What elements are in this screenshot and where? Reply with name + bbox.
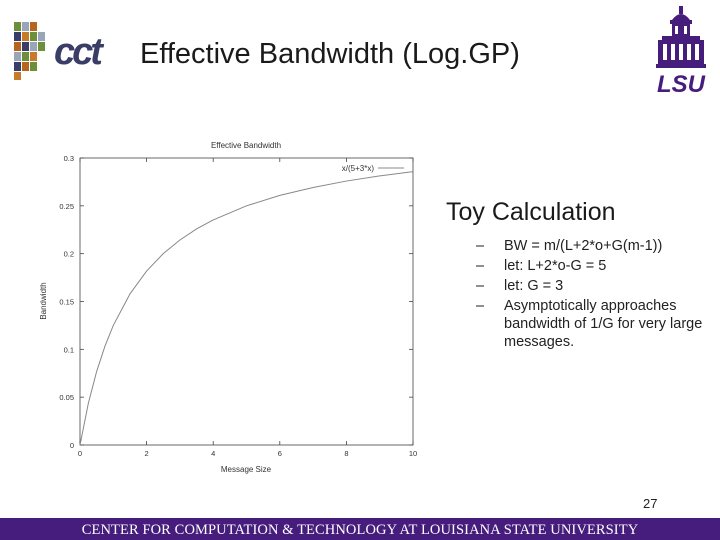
bullets-heading: Toy Calculation <box>446 198 616 226</box>
bullet-dash: – <box>476 238 485 254</box>
legend-label: x/(5+3*x) <box>342 164 375 173</box>
plot-frame <box>79 157 414 446</box>
bullet-text: BW = m/(L+2*o+G(m-1)) <box>504 238 663 254</box>
slide-title: Effective Bandwidth (Log.GP) <box>140 38 520 70</box>
bullet-list: – BW = m/(L+2*o+G(m-1)) – let: L+2*o-G = 5… <box>446 237 716 351</box>
toy-calculation-panel: Toy Calculation – BW = m/(L+2*o+G(m-1)) –… <box>446 198 716 353</box>
bullet-text: Asymptotically approaches bandwidth of 1… <box>504 298 703 350</box>
x-tick-label: 6 <box>278 449 282 458</box>
x-tick-label: 10 <box>409 449 417 458</box>
cct-logo-mosaic <box>14 22 45 80</box>
series-line <box>79 171 414 446</box>
bullet-item: – Asymptotically approaches bandwidth of … <box>476 297 716 351</box>
bullet-item: – BW = m/(L+2*o+G(m-1)) <box>476 237 716 255</box>
y-tick-label: 0.2 <box>64 250 74 259</box>
y-tick-label: 0.1 <box>64 345 74 354</box>
x-axis-label: Message Size <box>221 465 272 474</box>
bullet-text: let: L+2*o-G = 5 <box>504 258 607 274</box>
bullet-dash: – <box>476 258 485 274</box>
lsu-logo-text: LSU <box>657 71 706 94</box>
bullet-text: let: G = 3 <box>504 278 564 294</box>
y-tick-label: 0.15 <box>59 298 74 307</box>
effective-bandwidth-chart: Effective Bandwidth 0 0.05 0.1 0.15 0.2 0.25 0… <box>39 141 417 474</box>
bullet-dash: – <box>476 298 485 314</box>
lsu-logo: LSU <box>656 6 706 94</box>
y-tick-label: 0.05 <box>59 393 74 402</box>
footer-bar: CENTER FOR COMPUTATION & TECHNOLOGY AT L… <box>0 518 720 540</box>
bullet-dash: – <box>476 278 485 294</box>
page-number: 27 <box>643 496 658 511</box>
footer-text: CENTER FOR COMPUTATION & TECHNOLOGY AT L… <box>81 522 639 538</box>
x-tick-label: 0 <box>78 449 82 458</box>
cct-logo: cct <box>14 22 107 80</box>
bullet-item: – let: L+2*o-G = 5 <box>476 257 716 275</box>
y-axis-label: Bandwidth <box>39 282 48 319</box>
y-tick-label: 0.3 <box>64 154 74 163</box>
x-tick-label: 8 <box>344 449 348 458</box>
y-tick-label: 0 <box>70 441 74 450</box>
cct-logo-text: cct <box>54 31 104 73</box>
chart-title: Effective Bandwidth <box>211 141 281 150</box>
x-tick-label: 2 <box>145 449 149 458</box>
x-tick-label: 4 <box>211 449 215 458</box>
bullet-item: – let: G = 3 <box>476 277 716 295</box>
y-tick-label: 0.25 <box>59 202 74 211</box>
